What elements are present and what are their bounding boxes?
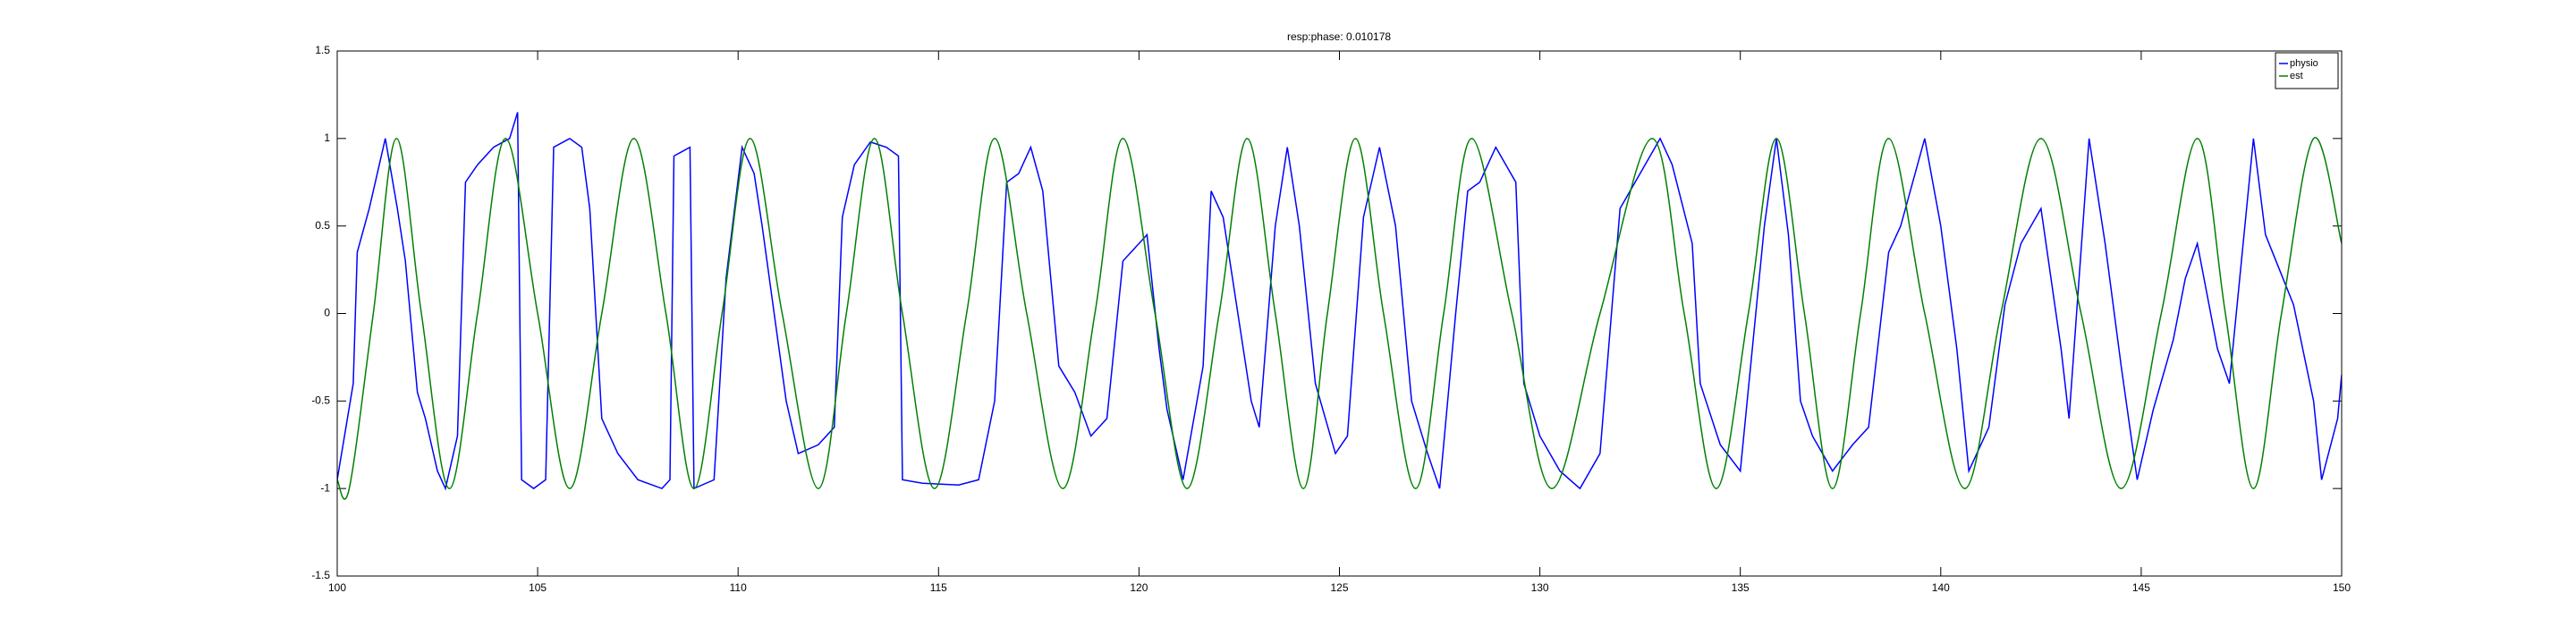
- legend-box: [2275, 52, 2339, 89]
- y-tick-label: 1: [324, 131, 330, 144]
- x-tick-label: 120: [1130, 581, 1148, 594]
- y-tick-label: 1.5: [315, 44, 330, 56]
- x-tick-label: 135: [1732, 581, 1750, 594]
- y-tick-label: 0.5: [315, 219, 330, 232]
- x-tick-label: 125: [1330, 581, 1348, 594]
- x-tick-label: 130: [1531, 581, 1549, 594]
- y-tick-label: -0.5: [311, 394, 330, 407]
- legend-label: est: [2290, 71, 2303, 81]
- x-tick-label: 150: [2333, 581, 2351, 594]
- y-tick-label: -1.5: [311, 569, 330, 581]
- x-tick-label: 110: [730, 581, 747, 594]
- x-tick-label: 100: [328, 581, 346, 594]
- series-line: [337, 137, 2342, 500]
- y-tick-label: -1: [320, 481, 330, 494]
- x-tick-label: 115: [930, 581, 947, 594]
- y-tick-label: 0: [324, 307, 330, 319]
- axes-box: [336, 50, 2343, 577]
- x-tick-label: 105: [529, 581, 547, 594]
- chart-title: resp:phase: 0.010178: [1287, 30, 1391, 43]
- legend-label: physio: [2290, 58, 2318, 69]
- x-tick-label: 140: [1932, 581, 1950, 594]
- x-tick-label: 145: [2132, 581, 2150, 594]
